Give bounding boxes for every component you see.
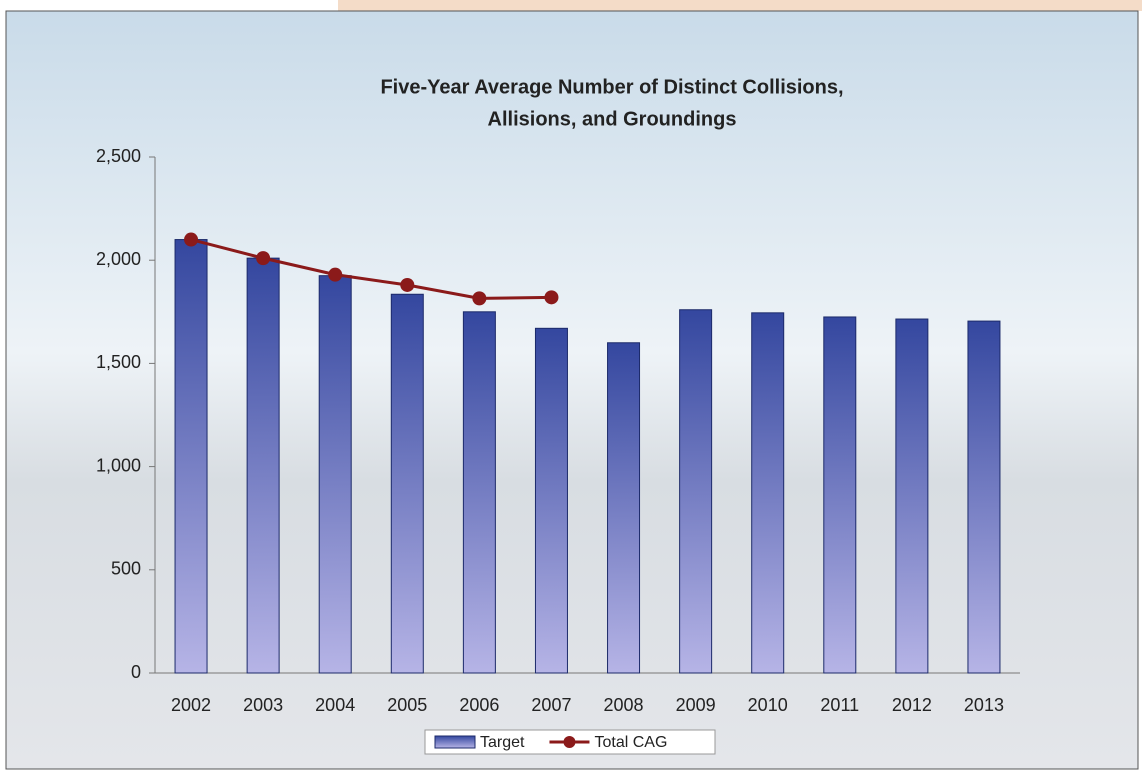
line [190, 238, 552, 300]
legend-label: Target [480, 734, 525, 751]
y-tick-label: 500 [111, 559, 141, 579]
x-tick-label: 2010 [748, 695, 788, 715]
bar [462, 311, 496, 674]
bar [174, 239, 208, 674]
bar [823, 316, 857, 674]
y-tick-label: 2,000 [96, 249, 141, 269]
bar [390, 293, 424, 674]
line-marker [472, 291, 487, 306]
y-tick-label: 0 [131, 662, 141, 682]
line-marker [184, 232, 199, 247]
chart-title: Allisions, and Groundings [488, 108, 737, 130]
x-tick-label: 2009 [676, 695, 716, 715]
chart-title: Five-Year Average Number of Distinct Col… [380, 76, 843, 98]
x-tick-label: 2007 [531, 695, 571, 715]
x-tick-label: 2003 [243, 695, 283, 715]
bar [751, 312, 785, 674]
y-tick-label: 1,500 [96, 352, 141, 372]
x-tick-label: 2004 [315, 695, 355, 715]
x-tick-label: 2005 [387, 695, 427, 715]
x-tick-label: 2006 [459, 695, 499, 715]
y-tick-label: 1,000 [96, 455, 141, 475]
line-marker [400, 277, 415, 292]
legend-label: Total CAG [594, 734, 667, 751]
line-marker [544, 290, 559, 305]
line-marker [328, 267, 343, 282]
top-band [338, 0, 1142, 11]
line-marker [256, 251, 271, 266]
bar [607, 342, 641, 674]
x-tick-label: 2013 [964, 695, 1004, 715]
bar [318, 275, 352, 674]
x-tick-label: 2011 [820, 695, 859, 715]
legend-marker [563, 736, 576, 748]
bar [534, 327, 568, 674]
x-tick-label: 2002 [171, 695, 211, 715]
bar [895, 318, 929, 674]
y-tick-label: 2,500 [96, 146, 141, 166]
x-tick-label: 2012 [892, 695, 932, 715]
bar [679, 309, 713, 674]
bar [967, 320, 1001, 674]
legend-swatch [434, 735, 476, 749]
x-tick-label: 2008 [604, 695, 644, 715]
bar [246, 257, 280, 674]
